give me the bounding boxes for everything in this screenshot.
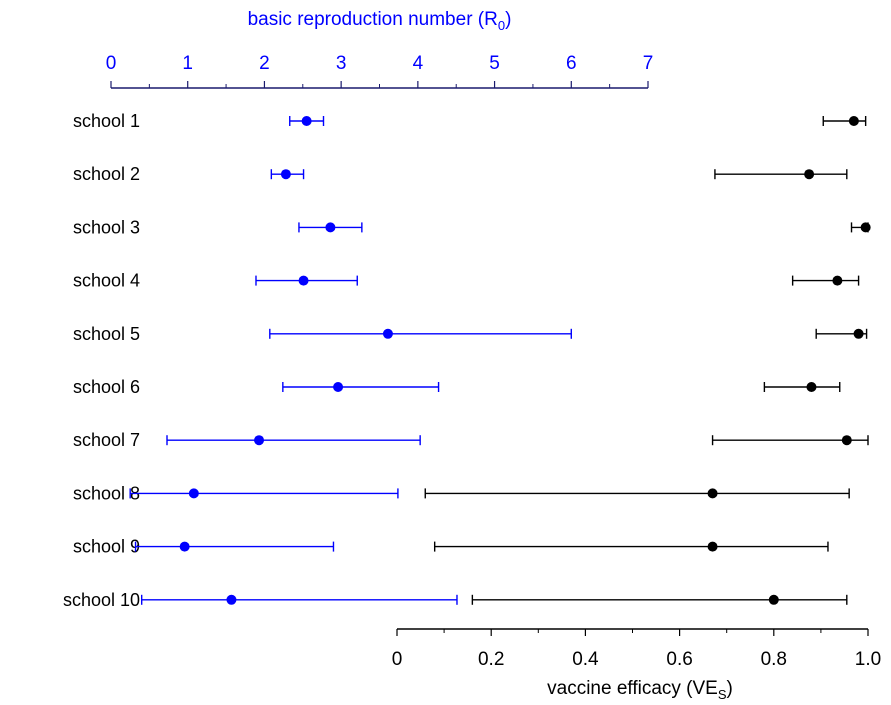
ve-tick-label: 0.6 xyxy=(666,649,692,670)
r0-point xyxy=(280,169,291,180)
school-label: school 10 xyxy=(63,590,140,610)
ve-point xyxy=(707,541,718,552)
ve-tick-label: 0.4 xyxy=(572,649,599,670)
r0-tick-label: 3 xyxy=(336,53,347,74)
ve-tick-label: 0 xyxy=(392,649,403,670)
school-label: school 4 xyxy=(73,271,140,291)
r0-tick-label: 1 xyxy=(182,53,193,74)
school-label: school 8 xyxy=(73,483,140,503)
r0-tick-label: 6 xyxy=(566,53,577,74)
r0-tick-label: 5 xyxy=(489,53,500,74)
r0-tick-label: 4 xyxy=(413,53,424,74)
school-label: school 6 xyxy=(73,377,140,397)
r0-point xyxy=(254,435,265,446)
school-label: school 1 xyxy=(73,111,140,131)
ve-axis-title: vaccine efficacy (VES) xyxy=(547,678,733,702)
r0-point xyxy=(325,222,336,233)
r0-tick-label: 0 xyxy=(106,53,117,74)
r0-point xyxy=(382,328,393,339)
r0-point xyxy=(298,275,309,286)
r0-point xyxy=(333,382,344,392)
r0-point xyxy=(188,488,199,499)
ve-tick-label: 1.0 xyxy=(855,649,881,670)
ve-point xyxy=(841,435,852,446)
r0-tick-label: 7 xyxy=(643,53,654,74)
ve-point xyxy=(804,169,815,180)
ve-tick-label: 0.2 xyxy=(478,649,504,670)
school-label: school 7 xyxy=(73,430,140,450)
ve-point xyxy=(853,328,864,339)
ve-point xyxy=(848,116,859,126)
ve-point xyxy=(832,275,843,286)
school-label: school 9 xyxy=(73,537,140,557)
r0-point xyxy=(301,116,312,126)
r0-tick-label: 2 xyxy=(259,53,270,74)
ve-series xyxy=(424,116,871,605)
school-label: school 3 xyxy=(73,217,140,237)
r0-point xyxy=(179,541,190,552)
school-label: school 2 xyxy=(73,164,140,184)
r0-axis: 0 1 2 3 4 5 6 7 basic reproduction number (R0) xyxy=(106,9,654,89)
school-label: school 5 xyxy=(73,324,140,344)
ve-point xyxy=(806,382,817,392)
ve-axis: 0 0.2 0.4 0.6 0.8 1.0 vaccine efficacy (VES) xyxy=(392,628,881,702)
ve-point xyxy=(860,222,871,233)
r0-point xyxy=(226,594,237,605)
r0-axis-title: basic reproduction number (R0) xyxy=(248,9,512,33)
ve-point xyxy=(768,594,779,605)
school-labels: school 1 school 2 school 3 school 4 school 5… xyxy=(63,111,140,610)
r0-series xyxy=(129,116,572,605)
ve-point xyxy=(707,488,718,499)
ve-tick-label: 0.8 xyxy=(761,649,787,670)
